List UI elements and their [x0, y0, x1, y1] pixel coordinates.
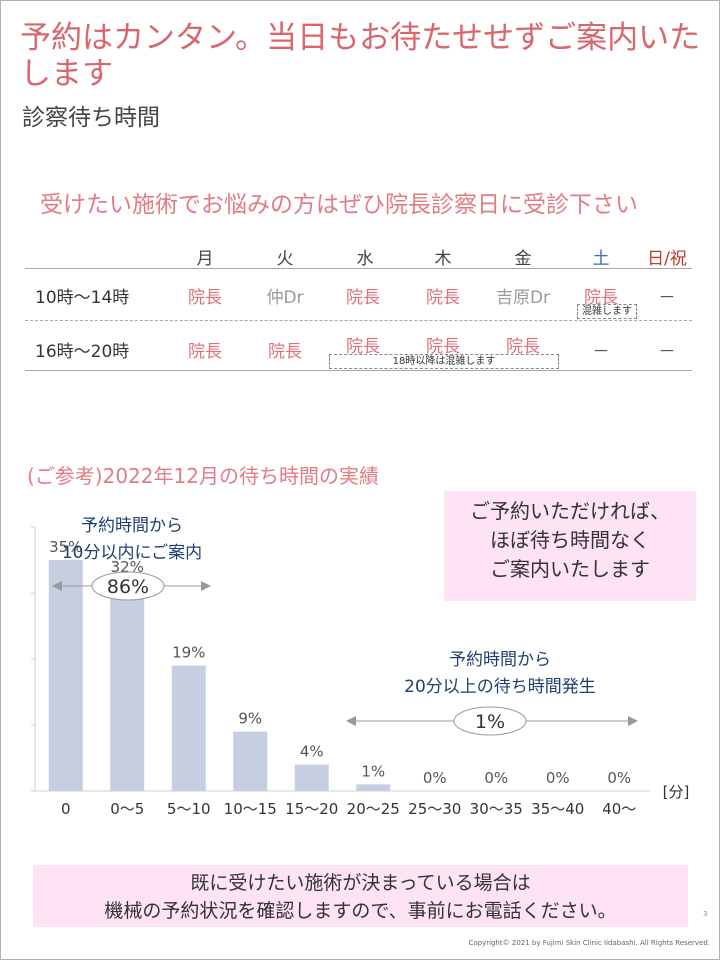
footer-notice-line: 機械の予約状況を確認しますので、事前にお電話ください。 — [104, 900, 617, 922]
bar-value-label: 0% — [607, 769, 631, 787]
chart-bar — [110, 579, 145, 791]
x-tick-label: 5～10 — [167, 800, 211, 818]
callout-line: ご予約いただければ、 — [470, 499, 670, 523]
annotation-within-10min-value: 86% — [107, 576, 149, 598]
bar-value-label: 19% — [172, 644, 205, 662]
page-subtitle: 診察待ち時間 — [22, 105, 160, 131]
table-divider — [25, 268, 692, 269]
copyright-text: Copyright© 2021 by Fujimi Skin Clinic Ii… — [468, 939, 710, 947]
x-tick-label: 10～15 — [224, 800, 277, 818]
reservation-callout: ご予約いただければ、 ほぼ待ち時間なく ご案内いたします — [444, 491, 696, 601]
x-tick-label: 20～25 — [347, 800, 400, 818]
day-header-wed: 水 — [356, 249, 374, 269]
arrow-left-icon — [346, 716, 356, 726]
x-tick-label: 40～ — [602, 800, 636, 818]
page-title: 予約はカンタン。当日もお待たせせずご案内いたします — [20, 20, 701, 92]
saturday-crowded-note: 混雑します — [577, 304, 637, 319]
cell-sat-evening: － — [592, 342, 610, 362]
callout-line: ほぼ待ち時間なく — [490, 528, 650, 552]
day-header-mon: 月 — [196, 249, 214, 269]
cell-tue-evening: 院長 — [268, 342, 302, 362]
reference-heading: (ご参考)2022年12月の待ち時間の実績 — [27, 464, 379, 488]
x-tick-label: 30～35 — [470, 800, 523, 818]
cell-mon-morning: 院長 — [188, 288, 222, 308]
bar-value-label: 35% — [49, 538, 82, 556]
annotation-within-10min-line1: 予約時間から — [81, 516, 183, 536]
cell-thu-morning: 院長 — [426, 288, 460, 308]
schedule-table: 月 火 水 木 金 土 日/祝 10時～14時 院長 仲Dr 院長 院長 吉原D… — [25, 240, 692, 372]
day-header-thu: 木 — [434, 249, 452, 269]
cell-fri-morning: 吉原Dr — [495, 288, 551, 308]
x-tick-label: 25～30 — [408, 800, 461, 818]
cell-wed-evening: 院長 — [346, 337, 380, 357]
annotation-over-20min-line2: 20分以上の待ち時間発生 — [404, 677, 596, 697]
chart-bar — [233, 731, 268, 791]
chart-bar — [48, 560, 83, 791]
cell-holiday-evening: － — [658, 342, 676, 362]
annotation-over-20min-value: 1% — [475, 711, 505, 733]
cell-fri-evening: 院長 — [506, 337, 540, 357]
bar-value-label: 4% — [300, 743, 324, 761]
percentage-bubble — [453, 706, 527, 736]
day-header-fri: 金 — [514, 249, 532, 269]
arrow-right-icon — [628, 716, 638, 726]
cell-wed-morning: 院長 — [346, 288, 380, 308]
bar-value-label: 0% — [423, 769, 447, 787]
footer-notice: 既に受けたい施術が決まっている場合は 機械の予約状況を確認しますので、事前にお電… — [33, 865, 688, 927]
bar-value-label: 9% — [238, 710, 262, 728]
day-header-holiday: 日/祝 — [647, 249, 687, 269]
table-divider — [25, 320, 692, 321]
page-number: 3 — [703, 910, 708, 918]
day-header-sat: 土 — [592, 249, 610, 269]
arrow-right-icon — [201, 581, 211, 591]
time-slot-morning: 10時～14時 — [35, 288, 130, 308]
bar-value-label: 1% — [361, 762, 385, 780]
cell-thu-evening: 院長 — [426, 337, 460, 357]
table-bottom-border — [25, 370, 692, 371]
x-tick-label: 0～5 — [110, 800, 144, 818]
cell-sat-morning: 院長 — [584, 288, 618, 308]
footer-notice-line: 既に受けたい施術が決まっている場合は — [190, 872, 531, 894]
bar-value-label: 0% — [484, 769, 508, 787]
callout-line: ご案内いたします — [490, 557, 650, 581]
cell-mon-evening: 院長 — [188, 342, 222, 362]
chart-bar — [356, 784, 391, 791]
bar-value-label: 32% — [111, 558, 144, 576]
chart-bar — [171, 665, 206, 791]
arrow-left-icon — [52, 581, 62, 591]
evening-crowded-note: 18時以降は混雑します — [329, 354, 559, 369]
cell-tue-morning: 仲Dr — [266, 288, 304, 308]
x-tick-label: 15～20 — [285, 800, 338, 818]
x-tick-label: 35～40 — [531, 800, 584, 818]
cell-holiday-morning: － — [658, 288, 676, 308]
wait-time-chart: 35% 0 32% 0～5 19% 5～10 9% 10～15 4% 15～20 1% 20～25 0%… — [31, 516, 690, 818]
percentage-bubble — [91, 571, 165, 601]
chart-bar — [294, 764, 329, 791]
annotation-within-10min-line2: 10分以内にご案内 — [62, 543, 202, 563]
day-header-tue: 火 — [276, 249, 294, 269]
bar-value-label: 0% — [546, 769, 570, 787]
axis-unit-label: [分] — [663, 783, 690, 801]
annotation-over-20min-line1: 予約時間から — [449, 650, 551, 670]
time-slot-evening: 16時～20時 — [35, 342, 130, 362]
schedule-heading: 受けたい施術でお悩みの方はぜひ院長診察日に受診下さい — [40, 192, 638, 218]
x-tick-label: 0 — [61, 800, 71, 818]
